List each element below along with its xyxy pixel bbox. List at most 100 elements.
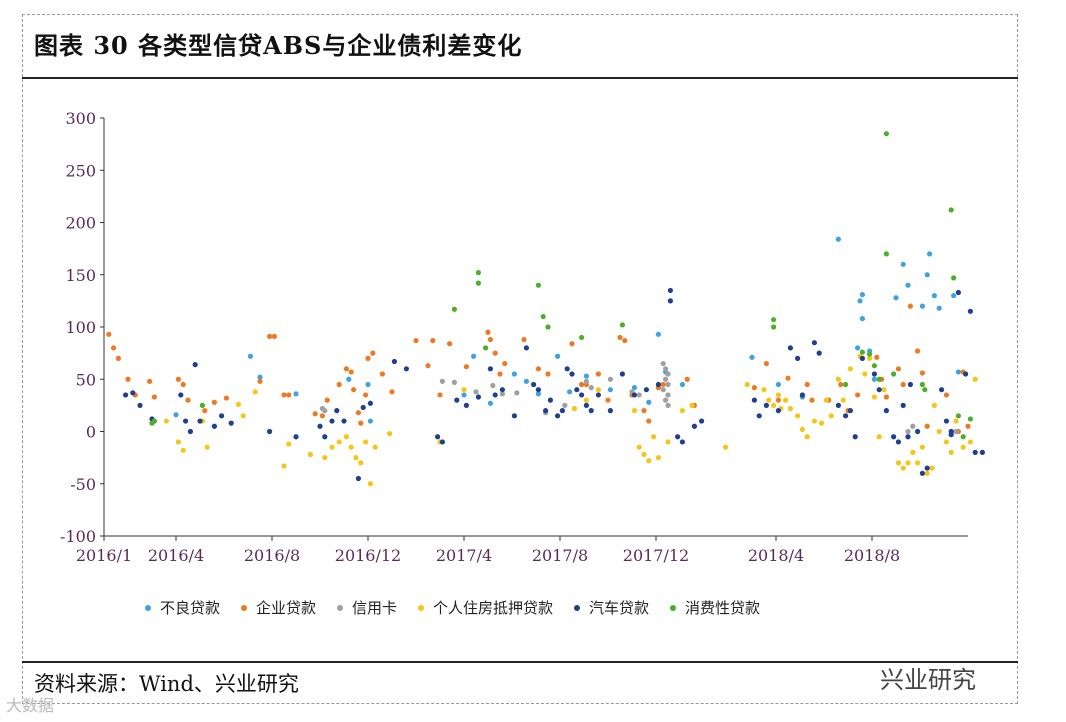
data-point bbox=[583, 397, 590, 403]
data-point bbox=[953, 418, 959, 424]
data-point bbox=[595, 371, 602, 377]
data-point bbox=[228, 420, 234, 426]
data-point bbox=[951, 293, 957, 299]
data-point bbox=[372, 444, 378, 450]
data-point bbox=[607, 376, 614, 382]
data-point bbox=[555, 353, 561, 359]
data-point bbox=[540, 313, 546, 320]
data-point bbox=[247, 353, 253, 359]
data-point bbox=[922, 387, 928, 393]
x-tick-label: 2017/8 bbox=[532, 546, 588, 565]
title-rule bbox=[22, 77, 1018, 79]
data-point bbox=[355, 410, 361, 416]
data-point bbox=[115, 355, 121, 361]
data-point bbox=[859, 355, 866, 361]
data-point bbox=[363, 392, 369, 398]
data-point bbox=[816, 350, 822, 356]
data-point bbox=[876, 387, 882, 393]
data-point bbox=[867, 355, 873, 361]
data-point bbox=[948, 432, 954, 438]
data-point bbox=[257, 378, 263, 384]
data-point bbox=[631, 408, 638, 414]
data-point bbox=[569, 371, 575, 377]
data-point bbox=[197, 418, 203, 424]
data-point bbox=[535, 387, 542, 393]
data-point bbox=[785, 375, 791, 381]
data-point bbox=[365, 381, 371, 388]
data-point bbox=[905, 428, 911, 435]
data-point bbox=[329, 418, 335, 424]
x-tick-label: 2016/12 bbox=[335, 546, 401, 565]
data-point bbox=[646, 399, 652, 405]
x-tick-label: 2016/1 bbox=[76, 546, 132, 565]
data-point bbox=[588, 385, 594, 391]
data-point bbox=[924, 465, 930, 471]
data-point bbox=[631, 385, 638, 391]
data-point bbox=[329, 444, 335, 450]
data-point bbox=[487, 336, 493, 343]
data-point bbox=[948, 207, 954, 213]
data-point bbox=[847, 366, 854, 372]
x-tick-label: 2017/12 bbox=[623, 546, 689, 565]
data-point bbox=[567, 389, 573, 395]
data-point bbox=[439, 378, 445, 384]
data-point bbox=[891, 371, 897, 377]
series-5 bbox=[149, 131, 974, 440]
data-point bbox=[123, 392, 129, 398]
data-point bbox=[151, 418, 157, 424]
data-point bbox=[569, 341, 575, 347]
data-point bbox=[919, 370, 926, 376]
data-point bbox=[931, 402, 938, 408]
x-tick-label: 2016/8 bbox=[244, 546, 300, 565]
data-point bbox=[163, 418, 169, 424]
data-point bbox=[883, 394, 890, 400]
data-point bbox=[804, 381, 810, 388]
data-point bbox=[636, 444, 642, 450]
data-point bbox=[281, 392, 287, 398]
data-point bbox=[106, 331, 112, 337]
data-point bbox=[895, 439, 902, 445]
data-point bbox=[900, 381, 906, 388]
data-point bbox=[485, 329, 491, 335]
data-point bbox=[972, 376, 978, 382]
data-point bbox=[915, 460, 921, 466]
data-point bbox=[795, 355, 801, 361]
figure-title: 图表 30 各类型信贷ABS与企业债利差变化 bbox=[34, 31, 523, 60]
data-point bbox=[583, 373, 590, 379]
data-point bbox=[619, 371, 626, 377]
data-point bbox=[684, 376, 690, 382]
data-point bbox=[223, 395, 229, 401]
data-point bbox=[267, 428, 273, 435]
data-point bbox=[605, 397, 611, 403]
series-3 bbox=[163, 353, 978, 487]
data-point bbox=[895, 460, 902, 466]
data-point bbox=[823, 397, 830, 403]
data-point bbox=[943, 392, 950, 398]
data-point bbox=[435, 434, 441, 440]
data-point bbox=[939, 387, 945, 393]
data-point bbox=[809, 397, 815, 403]
data-point bbox=[867, 351, 873, 357]
data-point bbox=[651, 434, 657, 440]
data-point bbox=[451, 379, 457, 385]
data-point bbox=[348, 444, 354, 450]
data-point bbox=[665, 439, 671, 445]
data-point bbox=[579, 381, 585, 388]
data-point bbox=[348, 369, 354, 375]
data-point bbox=[545, 324, 551, 330]
data-point bbox=[819, 420, 825, 426]
data-point bbox=[487, 366, 493, 372]
data-point bbox=[967, 308, 974, 314]
data-point bbox=[660, 360, 666, 367]
x-tick-label: 2018/8 bbox=[844, 546, 900, 565]
data-point bbox=[358, 460, 364, 466]
data-point bbox=[919, 381, 926, 388]
data-point bbox=[147, 378, 153, 384]
data-point bbox=[389, 389, 395, 395]
data-point bbox=[915, 348, 921, 354]
data-point bbox=[403, 366, 409, 372]
data-point bbox=[475, 394, 481, 400]
data-point bbox=[511, 371, 517, 377]
data-point bbox=[893, 295, 899, 301]
data-point bbox=[883, 131, 890, 137]
